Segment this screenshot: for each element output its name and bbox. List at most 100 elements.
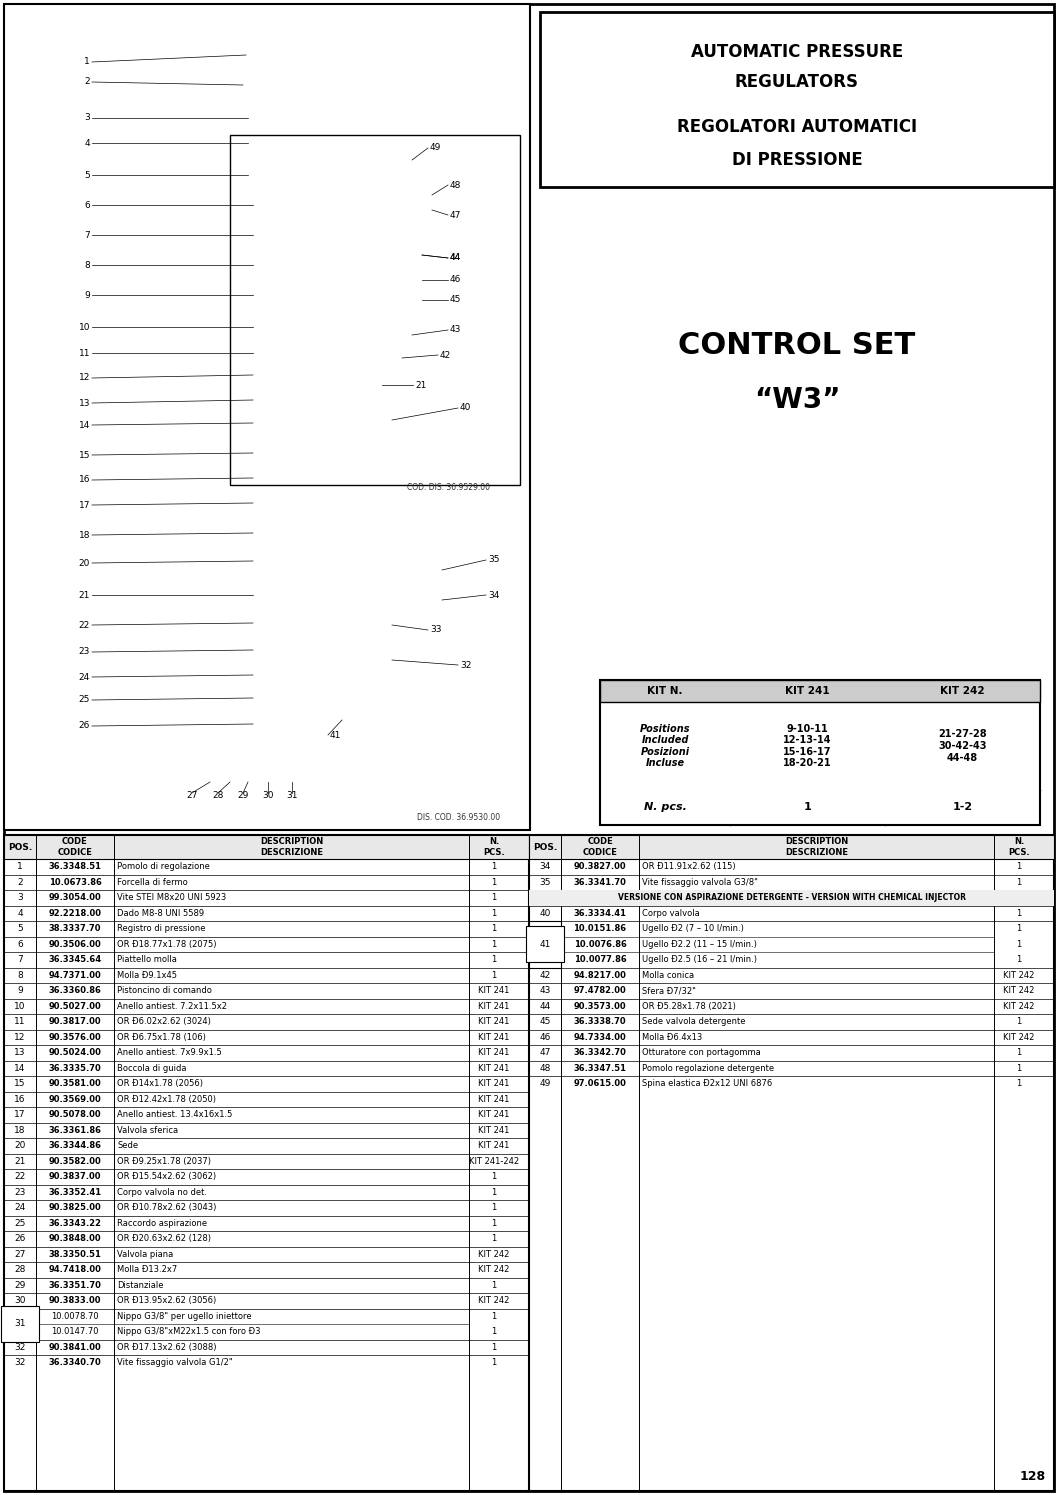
- Text: Forcella di fermo: Forcella di fermo: [117, 878, 187, 887]
- Text: 16: 16: [78, 475, 90, 484]
- Text: OR Ð15.54x2.62 (3062): OR Ð15.54x2.62 (3062): [117, 1172, 216, 1181]
- Text: 12: 12: [78, 374, 90, 383]
- Text: 10: 10: [14, 1002, 25, 1011]
- Text: 90.5024.00: 90.5024.00: [49, 1048, 102, 1057]
- Text: Spina elastica Ð2x12 UNI 6876: Spina elastica Ð2x12 UNI 6876: [642, 1079, 772, 1088]
- Text: 99.3054.00: 99.3054.00: [49, 893, 102, 903]
- Text: 36.3340.70: 36.3340.70: [49, 1359, 102, 1368]
- Text: Vite fissaggio valvola G1/2": Vite fissaggio valvola G1/2": [117, 1359, 233, 1368]
- Text: 15: 15: [78, 450, 90, 459]
- Text: 27: 27: [15, 1250, 25, 1259]
- Text: 1: 1: [1017, 1079, 1022, 1088]
- Text: 36.3361.86: 36.3361.86: [49, 1126, 102, 1135]
- Text: COD. DIS. 36.9529.00: COD. DIS. 36.9529.00: [407, 483, 490, 492]
- Bar: [600, 680, 1040, 703]
- Text: 20: 20: [15, 1141, 25, 1150]
- Text: 24: 24: [15, 1203, 25, 1212]
- Text: 36.3352.41: 36.3352.41: [49, 1187, 102, 1197]
- Text: 1: 1: [491, 893, 496, 903]
- Text: OR Ð18.77x1.78 (2075): OR Ð18.77x1.78 (2075): [117, 940, 217, 949]
- Text: Pomolo di regolazione: Pomolo di regolazione: [117, 863, 209, 872]
- Text: POS.: POS.: [533, 843, 558, 852]
- Text: 1: 1: [491, 863, 496, 872]
- Text: 92.2218.00: 92.2218.00: [49, 909, 102, 918]
- Text: 94.8217.00: 94.8217.00: [573, 970, 626, 979]
- Text: 31: 31: [14, 1320, 25, 1329]
- Text: 90.3582.00: 90.3582.00: [49, 1157, 102, 1166]
- Text: 1: 1: [1017, 1064, 1022, 1073]
- Text: 9-10-11
12-13-14
15-16-17
18-20-21: 9-10-11 12-13-14 15-16-17 18-20-21: [783, 724, 832, 768]
- Text: 48: 48: [540, 1064, 550, 1073]
- Text: Sede: Sede: [117, 1141, 139, 1150]
- Text: Vite STEI M8x20 UNI 5923: Vite STEI M8x20 UNI 5923: [117, 893, 226, 903]
- Text: 26: 26: [78, 722, 90, 731]
- Text: 35: 35: [540, 878, 551, 887]
- Text: Corpo valvola no det.: Corpo valvola no det.: [117, 1187, 207, 1197]
- Text: Boccola di guida: Boccola di guida: [117, 1064, 186, 1073]
- Text: 48: 48: [450, 181, 461, 190]
- Text: 1: 1: [491, 970, 496, 979]
- Text: 42: 42: [540, 970, 550, 979]
- Text: OR Ð10.78x2.62 (3043): OR Ð10.78x2.62 (3043): [117, 1203, 217, 1212]
- Text: 41: 41: [330, 731, 342, 740]
- Text: 46: 46: [540, 1033, 550, 1042]
- Text: Pomolo regolazione detergente: Pomolo regolazione detergente: [642, 1064, 774, 1073]
- Text: 10.0076.86: 10.0076.86: [573, 940, 626, 949]
- Text: 24: 24: [78, 673, 90, 682]
- Text: 49: 49: [430, 144, 441, 152]
- Text: 94.7371.00: 94.7371.00: [49, 970, 102, 979]
- Text: KIT 241: KIT 241: [478, 1017, 510, 1026]
- Text: 43: 43: [540, 987, 550, 996]
- Text: 44: 44: [450, 254, 461, 263]
- Text: DI PRESSIONE: DI PRESSIONE: [732, 151, 862, 169]
- Bar: [4, 836, 1054, 1491]
- Text: 28: 28: [15, 1265, 25, 1274]
- Text: 10.0077.86: 10.0077.86: [573, 955, 626, 964]
- Text: 36.3360.86: 36.3360.86: [49, 987, 102, 996]
- Text: 90.3827.00: 90.3827.00: [573, 863, 626, 872]
- Bar: [529, 921, 561, 967]
- Text: KIT 242: KIT 242: [941, 686, 985, 697]
- Text: 36.3344.86: 36.3344.86: [49, 1141, 102, 1150]
- Text: 1-2: 1-2: [952, 803, 972, 812]
- Text: DESCRIPTION
DESCRIZIONE: DESCRIPTION DESCRIZIONE: [785, 837, 849, 857]
- Text: KIT 241: KIT 241: [478, 1079, 510, 1088]
- Text: DESCRIPTION
DESCRIZIONE: DESCRIPTION DESCRIZIONE: [260, 837, 323, 857]
- Text: 94.7418.00: 94.7418.00: [49, 1265, 102, 1274]
- Text: 90.3837.00: 90.3837.00: [49, 1172, 102, 1181]
- Text: 7: 7: [17, 955, 23, 964]
- Text: 43: 43: [450, 326, 461, 335]
- Text: 29: 29: [15, 1281, 25, 1290]
- Bar: [529, 890, 1054, 906]
- Text: 1: 1: [491, 909, 496, 918]
- Text: 1: 1: [491, 1328, 496, 1337]
- Text: 2: 2: [85, 78, 90, 87]
- Text: 1: 1: [804, 803, 811, 812]
- Text: 94.7334.00: 94.7334.00: [573, 1033, 626, 1042]
- Text: 34: 34: [540, 863, 550, 872]
- Text: 33: 33: [430, 625, 441, 634]
- Text: Corpo valvola: Corpo valvola: [642, 909, 699, 918]
- Text: 38.3350.51: 38.3350.51: [49, 1250, 102, 1259]
- Text: 90.3817.00: 90.3817.00: [49, 1017, 102, 1026]
- Text: KIT 241: KIT 241: [478, 1064, 510, 1073]
- Text: N.
PCS.: N. PCS.: [484, 837, 505, 857]
- Text: 47: 47: [540, 1048, 550, 1057]
- Text: Distanziale: Distanziale: [117, 1281, 164, 1290]
- Text: N.
PCS.: N. PCS.: [1008, 837, 1029, 857]
- Text: 1: 1: [491, 1203, 496, 1212]
- Text: 18: 18: [14, 1126, 25, 1135]
- Text: 6: 6: [85, 200, 90, 209]
- Text: 36.3345.64: 36.3345.64: [49, 955, 102, 964]
- Text: Nippo G3/8"xM22x1.5 con foro Ð3: Nippo G3/8"xM22x1.5 con foro Ð3: [117, 1328, 260, 1337]
- Text: 27: 27: [186, 791, 198, 800]
- Text: 1: 1: [1017, 1017, 1022, 1026]
- Text: Ugello Ð2.5 (16 – 21 l/min.): Ugello Ð2.5 (16 – 21 l/min.): [642, 955, 758, 964]
- Text: 35: 35: [488, 556, 499, 565]
- Text: Sfera Ð7/32": Sfera Ð7/32": [642, 987, 696, 996]
- Text: 18: 18: [78, 531, 90, 540]
- Text: 26: 26: [15, 1235, 25, 1244]
- Text: 1: 1: [491, 878, 496, 887]
- Text: 1: 1: [491, 1359, 496, 1368]
- Text: 28: 28: [213, 791, 223, 800]
